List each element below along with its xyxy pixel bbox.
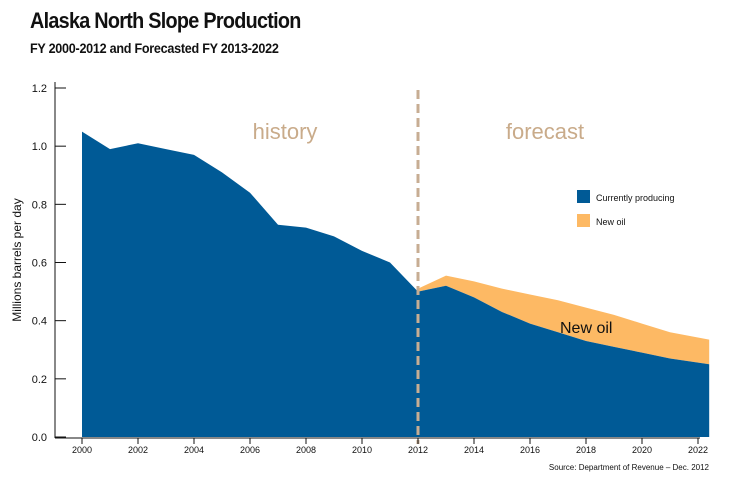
x-tick-label: 2008 <box>296 445 316 455</box>
legend-label-current: Currently producing <box>596 193 675 203</box>
x-tick-label: 2006 <box>240 445 260 455</box>
new-oil-annotation: New oil <box>560 320 612 337</box>
chart-labels: Millions barrels per day history forecast N… <box>10 119 710 472</box>
x-tick-label: 2010 <box>352 445 372 455</box>
chart-areas <box>82 131 710 437</box>
chart-axes: 0.0 0.2 0.4 0.6 0.8 1.0 1.2 2000 2002 2004 2006 200… <box>32 82 708 455</box>
x-tick-label: 2016 <box>520 445 540 455</box>
y-axis-label: Millions barrels per day <box>10 198 24 321</box>
legend-label-new-oil: New oil <box>596 217 626 227</box>
x-tick-label: 2018 <box>576 445 596 455</box>
currently-producing-area <box>82 131 710 437</box>
y-tick-label: 0.0 <box>32 432 47 444</box>
y-tick-label: 0.2 <box>32 374 47 386</box>
new-oil-area <box>418 275 710 365</box>
forecast-label: forecast <box>506 119 584 144</box>
x-tick-label: 2012 <box>408 445 428 455</box>
y-tick-label: 1.2 <box>32 83 47 95</box>
history-label: history <box>253 119 318 144</box>
x-tick-label: 2002 <box>128 445 148 455</box>
x-tick-label: 2014 <box>464 445 484 455</box>
x-tick-label: 2000 <box>72 445 92 455</box>
y-tick-label: 0.6 <box>32 258 47 270</box>
legend: Currently producing New oil <box>577 190 675 227</box>
source-note: Source: Department of Revenue – Dec. 201… <box>549 463 710 472</box>
x-tick-label: 2020 <box>632 445 652 455</box>
y-tick-label: 0.4 <box>32 316 47 328</box>
legend-swatch-current <box>577 190 590 203</box>
chart-subtitle: FY 2000-2012 and Forecasted FY 2013-2022 <box>30 40 279 56</box>
y-tick-label: 0.8 <box>32 199 47 211</box>
y-tick-label: 1.0 <box>32 141 47 153</box>
x-tick-label: 2022 <box>688 445 708 455</box>
x-tick-label: 2004 <box>184 445 204 455</box>
legend-swatch-new-oil <box>577 214 590 227</box>
chart-title: Alaska North Slope Production <box>30 8 301 33</box>
